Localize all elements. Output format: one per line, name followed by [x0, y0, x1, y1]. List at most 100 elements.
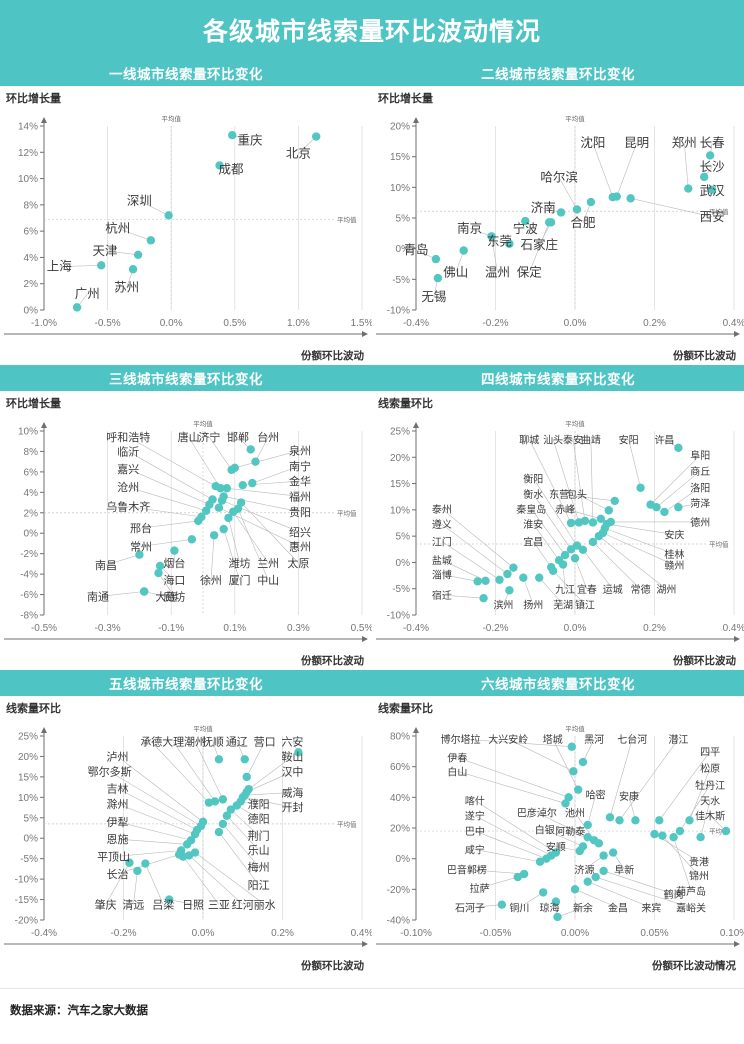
- data-point-label: 德阳: [248, 812, 270, 826]
- chart-title-tier2: 二线城市线索量环比变化: [481, 67, 635, 82]
- data-point-label: 抚顺: [202, 735, 224, 749]
- data-point-label: 遂宁: [465, 810, 485, 823]
- chart-panel-tier6: 六线城市线索量环比变化 线索量环比 -40% -20% 0% 20% 40% 60% 80%…: [372, 670, 744, 975]
- data-point-label: 邯郸: [227, 430, 249, 444]
- data-point: [139, 587, 149, 596]
- data-point-label: 常州: [130, 541, 152, 554]
- svg-text:60%: 60%: [390, 762, 410, 773]
- svg-text:10%: 10%: [18, 427, 38, 438]
- data-point-label: 中山: [257, 574, 279, 587]
- data-point-label: 东莞: [487, 234, 512, 248]
- data-point-label: 青岛: [403, 242, 428, 257]
- data-point: [224, 513, 233, 523]
- data-point-label: 金昌: [608, 902, 628, 915]
- data-point-label: 东营: [549, 488, 569, 501]
- data-point: [201, 506, 211, 515]
- data-point: [699, 172, 709, 182]
- data-point: [588, 537, 598, 547]
- plot-area-tier2: -10% -5% 0% 5% 10% 15% 20% -0.4% -0.2% 0.0% 0.2% 0.…: [372, 104, 744, 344]
- data-point: [636, 483, 645, 492]
- data-point-label: 吕梁: [152, 897, 174, 911]
- svg-text:-0.5%: -0.5%: [95, 318, 121, 329]
- data-point-label: 上海: [47, 259, 73, 274]
- data-point: [479, 593, 488, 603]
- data-point-label: 葫芦岛: [676, 885, 706, 898]
- svg-text:20%: 20%: [390, 824, 410, 835]
- svg-text:0%: 0%: [24, 834, 39, 845]
- svg-text:0%: 0%: [396, 854, 411, 865]
- data-point: [503, 569, 512, 579]
- data-point-label: 芜湖: [553, 598, 573, 611]
- data-point-label: 潍坊: [229, 556, 251, 570]
- data-point-label: 南京: [457, 220, 482, 235]
- data-point-label: 温州: [485, 266, 510, 280]
- data-point: [685, 816, 694, 825]
- data-point: [567, 742, 577, 751]
- data-point: [566, 518, 576, 528]
- svg-text:0.5%: 0.5%: [223, 318, 246, 329]
- svg-text:-0.10%: -0.10%: [400, 928, 432, 939]
- data-point: [591, 872, 600, 882]
- svg-text:15%: 15%: [390, 152, 410, 163]
- svg-text:20%: 20%: [390, 453, 410, 464]
- data-point: [497, 900, 507, 909]
- data-point-label: 九江: [555, 584, 575, 596]
- svg-text:1.0%: 1.0%: [287, 318, 310, 329]
- data-point-label: 七台河: [617, 733, 647, 746]
- data-point-label: 乌鲁木齐: [106, 500, 150, 514]
- svg-text:12%: 12%: [18, 148, 38, 159]
- data-point-label: 黑河: [584, 734, 604, 746]
- page-title: 各级城市线索量环比波动情况: [202, 18, 541, 46]
- data-point: [509, 563, 518, 572]
- svg-text:平均值: 平均值: [709, 207, 729, 216]
- data-point-label: 杭州: [105, 221, 130, 236]
- data-point-label: 海口: [163, 573, 185, 587]
- data-point-label: 佳木斯: [695, 810, 725, 823]
- data-point: [705, 151, 715, 160]
- svg-text:-10%: -10%: [387, 306, 410, 317]
- x-axis-label-tier3: 份额环比波动: [301, 655, 364, 667]
- data-point: [660, 507, 669, 517]
- data-point: [553, 912, 562, 922]
- chart-title-bar-tier1: 一线城市线索量环比变化: [0, 60, 372, 86]
- data-point-label: 濮阳: [248, 797, 270, 811]
- data-point: [97, 261, 106, 270]
- data-point-label: 金华: [289, 474, 311, 488]
- data-point-label: 赣州: [664, 559, 684, 572]
- svg-text:0.05%: 0.05%: [640, 928, 668, 939]
- data-point-label: 无锡: [421, 289, 446, 304]
- svg-text:0.0%: 0.0%: [564, 318, 587, 329]
- data-point: [558, 560, 568, 569]
- data-point-label: 台州: [257, 430, 279, 444]
- svg-text:6%: 6%: [24, 467, 39, 478]
- data-point: [214, 755, 224, 764]
- data-point-label: 包头: [567, 488, 587, 501]
- data-point-label: 赤峰: [555, 504, 575, 516]
- svg-text:平均值: 平均值: [565, 419, 585, 428]
- data-point: [230, 463, 239, 472]
- svg-text:0.4%: 0.4%: [351, 928, 372, 939]
- data-point-label: 泰州: [432, 503, 452, 516]
- data-point-label: 嘉峪关: [676, 902, 706, 915]
- data-point: [219, 524, 228, 534]
- data-point: [707, 185, 717, 194]
- data-point: [583, 833, 592, 842]
- svg-text:-1.0%: -1.0%: [31, 318, 57, 329]
- data-point-label: 拉萨: [470, 882, 490, 895]
- chart-grid: 一线城市线索量环比变化 环比增长量 0% 2% 4% 6% 8% 10% 12% 14% -1.…: [0, 60, 744, 980]
- svg-text:-0.4%: -0.4%: [403, 623, 429, 634]
- data-point-label: 南宁: [289, 459, 311, 473]
- svg-text:10%: 10%: [390, 505, 410, 516]
- data-point: [551, 897, 561, 906]
- data-point: [155, 561, 165, 571]
- svg-text:0.2%: 0.2%: [643, 318, 666, 329]
- data-point-label: 肇庆: [95, 897, 117, 911]
- data-point-label: 阳江: [248, 879, 270, 892]
- data-point: [586, 197, 596, 207]
- data-point: [652, 503, 661, 512]
- data-point-label: 安康: [619, 790, 639, 803]
- data-point-label: 梅州: [248, 860, 270, 874]
- data-point: [615, 816, 624, 825]
- data-point: [214, 827, 224, 837]
